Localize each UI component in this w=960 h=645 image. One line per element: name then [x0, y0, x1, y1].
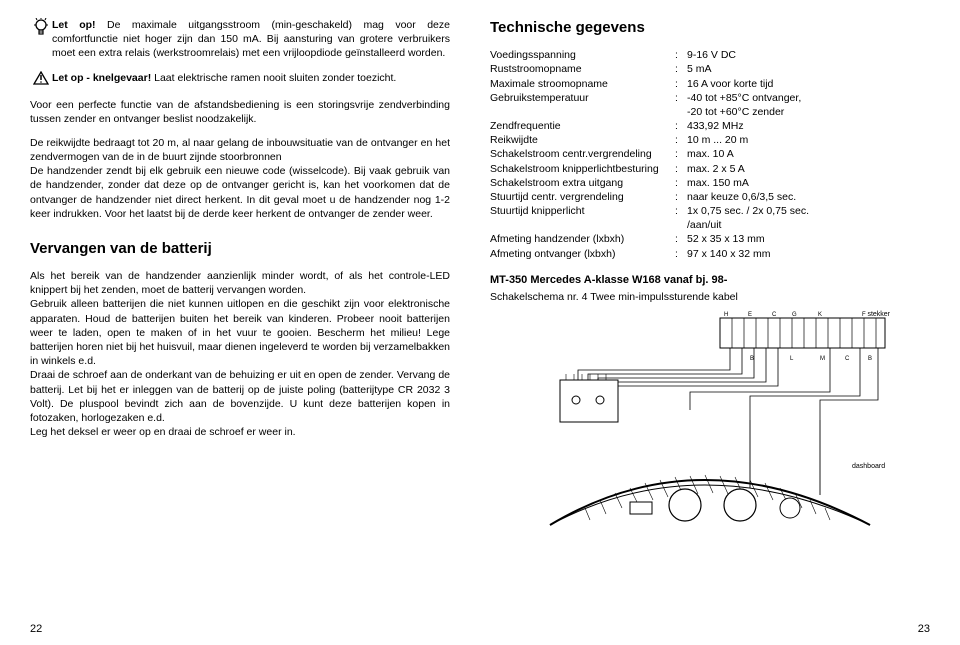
svg-text:H: H — [724, 312, 728, 318]
battery-para-4: Leg het deksel er weer op en draai de sc… — [30, 425, 450, 439]
spec-row: Zendfrequentie:433,92 MHz — [490, 119, 910, 133]
warning-2: Let op - knelgevaar! Laat elektrische ra… — [52, 71, 450, 88]
heading-specs: Technische gegevens — [490, 18, 910, 38]
svg-text:C: C — [845, 356, 850, 362]
spec-row: Afmeting handzender (lxbxh):52 x 35 x 13… — [490, 232, 910, 246]
svg-text:K: K — [818, 312, 822, 318]
spec-row: Gebruikstemperatuur:-40 tot +85°C ontvan… — [490, 91, 910, 119]
spec-row: Stuurtijd knipperlicht:1x 0,75 sec. / 2x… — [490, 204, 910, 232]
diagram-title: MT-350 Mercedes A-klasse W168 vanaf bj. … — [490, 273, 910, 288]
page-number-left: 22 — [30, 622, 42, 637]
paragraph-code: De handzender zendt bij elk gebruik een … — [30, 164, 450, 221]
svg-text:B: B — [750, 356, 754, 362]
svg-text:C: C — [772, 312, 777, 318]
battery-para-2: Gebruik alleen batterijen die niet kunne… — [30, 297, 450, 368]
svg-text:M: M — [820, 356, 825, 362]
svg-text:G: G — [792, 312, 797, 318]
spec-row: Stuurtijd centr. vergrendeling:naar keuz… — [490, 190, 910, 204]
spec-row: Reikwijdte:10 m ... 20 m — [490, 133, 910, 147]
svg-text:B: B — [868, 356, 872, 362]
battery-para-3: Draai de schroef aan de onderkant van de… — [30, 368, 450, 425]
diagram-subtitle: Schakelschema nr. 4 Twee min-impulssture… — [490, 290, 910, 304]
spec-row: Schakelstroom centr.vergrendeling:max. 1… — [490, 147, 910, 161]
heading-battery: Vervangen van de batterij — [30, 239, 450, 259]
lightbulb-icon — [30, 18, 52, 61]
paragraph-function: Voor een perfecte functie van de afstand… — [30, 98, 450, 126]
spec-row: Schakelstroom extra uitgang:max. 150 mA — [490, 176, 910, 190]
spec-row: Afmeting ontvanger (lxbxh):97 x 140 x 32… — [490, 247, 910, 261]
svg-text:L: L — [790, 356, 794, 362]
spec-row: Schakelstroom knipperlichtbesturing:max.… — [490, 162, 910, 176]
warning-1: Let op! De maximale uitgangsstroom (min-… — [52, 18, 450, 61]
specs-table: Voedingsspanning:9-16 V DCRuststroomopna… — [490, 48, 910, 261]
page-number-right: 23 — [918, 622, 930, 637]
spec-row: Maximale stroomopname:16 A voor korte ti… — [490, 77, 910, 91]
spec-row: Ruststroomopname:5 mA — [490, 62, 910, 76]
battery-para-1: Als het bereik van de handzender aanzien… — [30, 269, 450, 297]
spec-row: Voedingsspanning:9-16 V DC — [490, 48, 910, 62]
triangle-warning-icon — [30, 71, 52, 88]
svg-text:E: E — [748, 312, 752, 318]
svg-text:F: F — [862, 312, 866, 318]
svg-text:stekker: stekker — [867, 311, 890, 318]
paragraph-range: De reikwijdte bedraagt tot 20 m, al naar… — [30, 136, 450, 164]
svg-text:dashboard: dashboard — [852, 463, 885, 470]
wiring-diagram: H E C G K F B L M C B stekker — [490, 310, 910, 530]
